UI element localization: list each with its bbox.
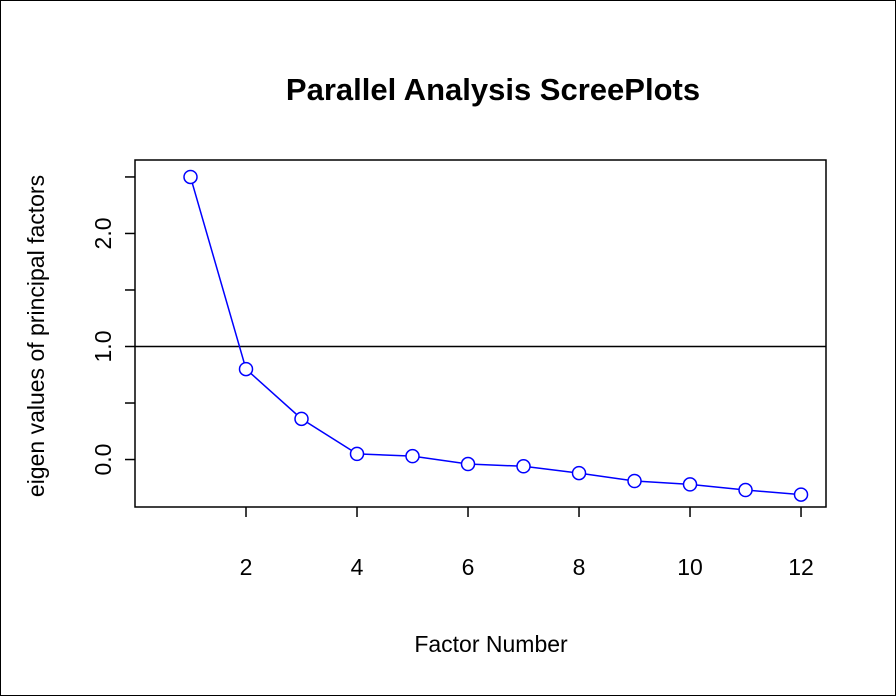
data-point xyxy=(571,465,587,481)
data-point xyxy=(405,448,420,464)
data-point xyxy=(516,459,531,474)
y-tick-label: 1.0 xyxy=(90,331,116,363)
x-tick-label: 12 xyxy=(788,554,814,580)
data-point xyxy=(238,361,254,377)
data-point xyxy=(682,477,698,492)
chart-title: Parallel Analysis ScreePlots xyxy=(286,72,700,107)
data-point xyxy=(349,446,365,462)
x-tick-label: 8 xyxy=(573,554,586,580)
data-point xyxy=(627,473,642,489)
data-point xyxy=(738,482,753,498)
x-tick-label: 2 xyxy=(240,554,253,580)
x-axis-label: Factor Number xyxy=(414,631,568,657)
data-point xyxy=(294,411,309,427)
x-tick-label: 4 xyxy=(351,554,364,580)
y-tick-label: 2.0 xyxy=(90,217,116,249)
data-point xyxy=(460,456,476,472)
x-tick-label: 6 xyxy=(462,554,475,580)
y-axis-label: eigen values of principal factors xyxy=(23,175,49,497)
data-point xyxy=(793,487,809,502)
series-line xyxy=(189,176,802,496)
data-point xyxy=(183,169,198,185)
plot-box xyxy=(134,159,827,508)
y-tick-label: 0.0 xyxy=(90,444,116,476)
x-tick-label: 10 xyxy=(677,554,703,580)
